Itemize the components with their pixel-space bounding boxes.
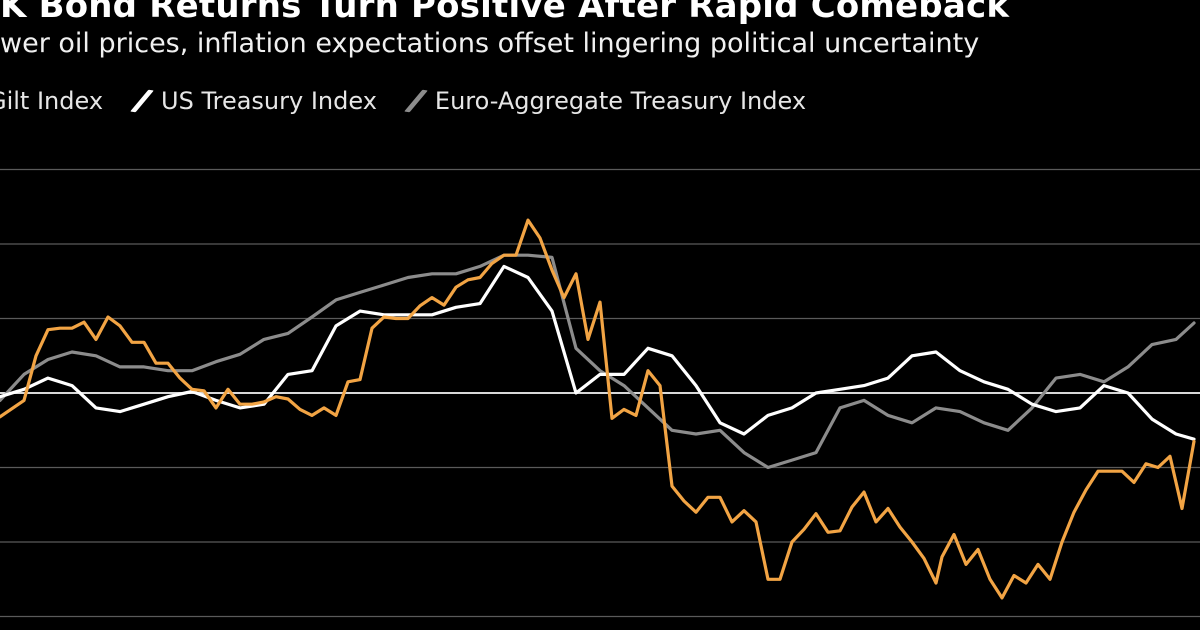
legend-swatch-euro-aggregate <box>404 89 428 113</box>
legend-label-us-treasury: US Treasury Index <box>161 87 377 115</box>
legend-item-euro-aggregate: Euro-Aggregate Treasury Index <box>404 87 807 115</box>
series-line-euro-aggregate <box>0 253 1196 470</box>
chart-subtitle: wer oil prices, inflation expectations o… <box>0 28 980 59</box>
chart-title: K Bond Returns Turn Positive After Rapid… <box>0 0 1010 26</box>
series-line-us-treasury <box>0 264 1196 441</box>
series-line-gilt <box>0 218 1196 600</box>
legend-label-gilt: Gilt Index <box>0 87 104 115</box>
legend-item-gilt: Gilt Index <box>0 87 103 115</box>
series-lines <box>0 218 1196 600</box>
legend-item-us-treasury: US Treasury Index <box>130 87 377 115</box>
line-chart <box>0 168 1200 618</box>
legend-swatch-us-treasury <box>130 89 154 113</box>
chart-legend: Gilt Index US Treasury Index Euro-Aggreg… <box>0 86 836 116</box>
legend-label-euro-aggregate: Euro-Aggregate Treasury Index <box>434 87 807 115</box>
